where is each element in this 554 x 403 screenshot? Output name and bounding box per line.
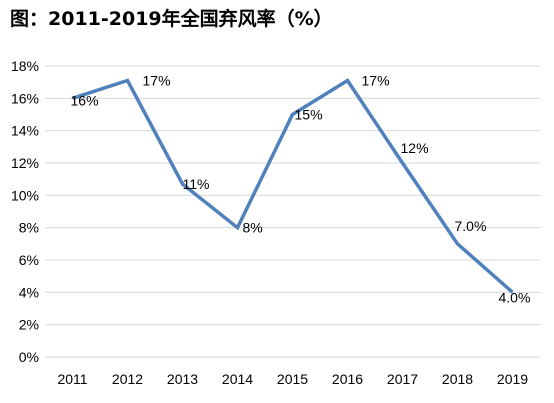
x-tick-label: 2014 xyxy=(222,371,253,387)
y-tick-label: 2% xyxy=(19,317,39,333)
y-tick-label: 12% xyxy=(11,155,39,171)
y-tick-label: 8% xyxy=(19,220,39,236)
x-tick-label: 2018 xyxy=(442,371,473,387)
x-tick-label: 2013 xyxy=(167,371,198,387)
x-tick-label: 2015 xyxy=(277,371,308,387)
x-tick-label: 2017 xyxy=(387,371,418,387)
y-tick-label: 6% xyxy=(19,252,39,268)
y-tick-label: 14% xyxy=(11,123,39,139)
data-label: 12% xyxy=(401,140,429,156)
data-label: 8% xyxy=(243,220,263,236)
x-tick-label: 2012 xyxy=(112,371,143,387)
series-line xyxy=(71,78,514,294)
x-tick-label: 2019 xyxy=(497,371,528,387)
y-tick-label: 16% xyxy=(11,90,39,106)
data-label: 15% xyxy=(295,107,323,123)
data-label: 7.0% xyxy=(455,218,487,234)
data-label: 11% xyxy=(183,176,210,192)
y-tick-label: 18% xyxy=(11,58,39,74)
x-tick-label: 2016 xyxy=(332,371,363,387)
y-tick-label: 0% xyxy=(19,349,39,365)
x-tick-label: 2011 xyxy=(57,371,87,387)
chart-title: 图：2011-2019年全国弃风率（%） xyxy=(10,8,333,30)
data-label: 4.0% xyxy=(499,289,531,305)
data-label: 16% xyxy=(71,92,99,108)
y-tick-label: 4% xyxy=(19,284,39,300)
y-tick-label: 10% xyxy=(11,187,39,203)
data-label: 17% xyxy=(362,73,390,89)
data-label: 17% xyxy=(143,73,171,89)
